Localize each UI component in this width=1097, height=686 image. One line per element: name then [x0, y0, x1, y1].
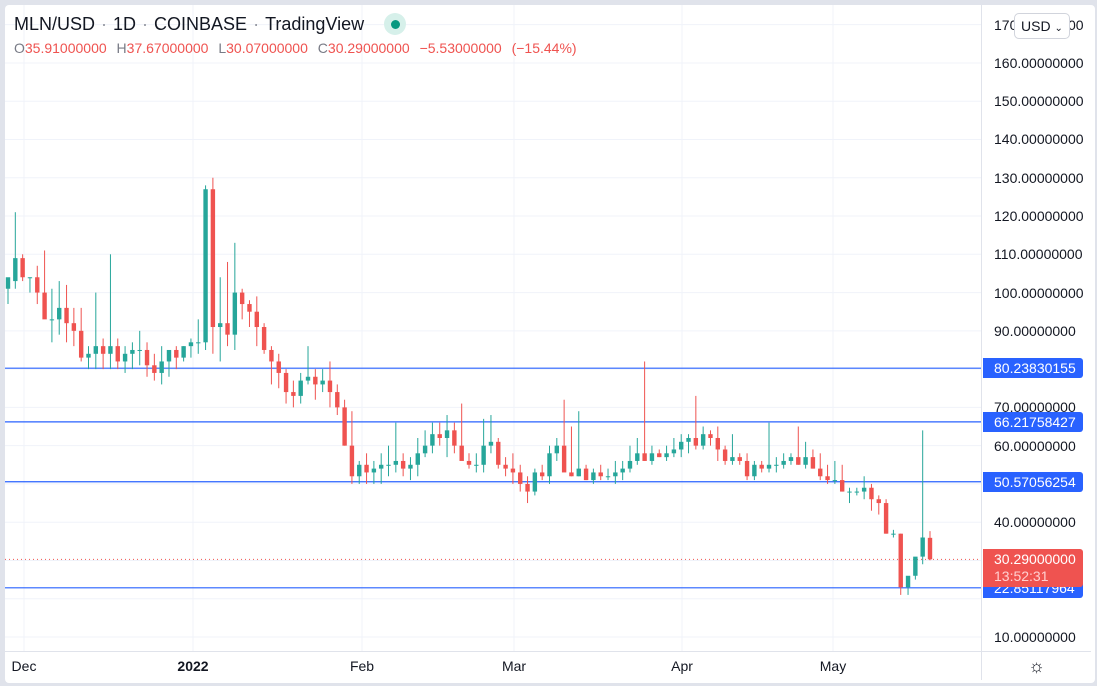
price-tick-label: 120.00000000 [994, 208, 1084, 225]
close-key: C [317, 40, 328, 56]
price-axis[interactable]: 170.00000000160.00000000150.00000000140.… [981, 5, 1091, 651]
last-price-tag: 30.29000000 13:52:31 [983, 549, 1083, 588]
chart-plot-area[interactable] [5, 5, 981, 651]
separator-dot: · [142, 13, 149, 34]
separator-dot: · [253, 13, 260, 34]
price-tick-label: 70.00000000 [994, 399, 1076, 416]
market-status-icon[interactable] [384, 13, 407, 35]
price-tick-label: 40.00000000 [994, 514, 1076, 531]
chart-legend: MLN/USD · 1D · COINBASE · TradingView O3… [14, 10, 583, 56]
time-tick-label: Feb [349, 658, 375, 674]
symbol-name[interactable]: MLN/USD [14, 13, 96, 34]
exchange-label: COINBASE [154, 13, 248, 34]
separator-dot: · [101, 13, 108, 34]
horizontal-line-price-tag[interactable]: 80.23830155 [983, 358, 1083, 379]
time-tick-label: Apr [671, 658, 693, 674]
horizontal-line-price-tag[interactable]: 66.21758427 [983, 411, 1083, 432]
source-label: TradingView [265, 13, 365, 34]
price-tick-label: 110.00000000 [994, 246, 1083, 263]
horizontal-line-price-tag[interactable]: 50.57056254 [983, 471, 1083, 492]
ohlc-values: O35.91000000 H37.67000000 L30.07000000 C… [14, 40, 583, 56]
open-value: 35.91000000 [24, 40, 107, 56]
time-axis[interactable]: Dec 2022 Feb Mar Apr May [5, 651, 981, 680]
high-value: 37.67000000 [126, 40, 209, 56]
low-value: 30.07000000 [226, 40, 308, 56]
close-value: 30.29000000 [327, 40, 410, 56]
low-key: L [218, 40, 227, 56]
price-tick-label: 60.00000000 [994, 437, 1076, 454]
symbol-title[interactable]: MLN/USD · 1D · COINBASE · TradingView [14, 10, 583, 38]
change-value: −5.53000000 [419, 40, 502, 56]
price-tick-label: 100.00000000 [994, 284, 1084, 301]
chevron-down-icon: ⌄ [1054, 23, 1063, 34]
time-tick-label: Mar [501, 658, 527, 674]
interval-label[interactable]: 1D [113, 13, 137, 34]
currency-label: USD [1021, 18, 1051, 34]
time-tick-label: May [819, 658, 847, 674]
chart-settings-button[interactable]: ☼ [981, 651, 1091, 680]
high-key: H [116, 40, 127, 56]
time-tick-label: 2022 [177, 658, 209, 674]
time-tick-label: Dec [11, 658, 37, 674]
price-tick-label: 160.00000000 [994, 54, 1084, 71]
price-tick-label: 130.00000000 [994, 169, 1084, 186]
currency-dropdown[interactable]: USD ⌄ [1014, 13, 1070, 39]
last-price-value: 30.29000000 [994, 551, 1076, 568]
candlestick-chart[interactable] [5, 5, 981, 651]
price-tick-label: 150.00000000 [994, 93, 1084, 110]
price-tick-label: 10.00000000 [994, 629, 1076, 645]
gear-icon: ☼ [1028, 655, 1045, 676]
price-tick-label: 90.00000000 [994, 322, 1076, 339]
bar-countdown: 13:52:31 [994, 568, 1049, 585]
change-percent: (−15.44%) [511, 40, 577, 56]
price-tick-label: 140.00000000 [994, 131, 1084, 148]
open-key: O [14, 40, 25, 56]
